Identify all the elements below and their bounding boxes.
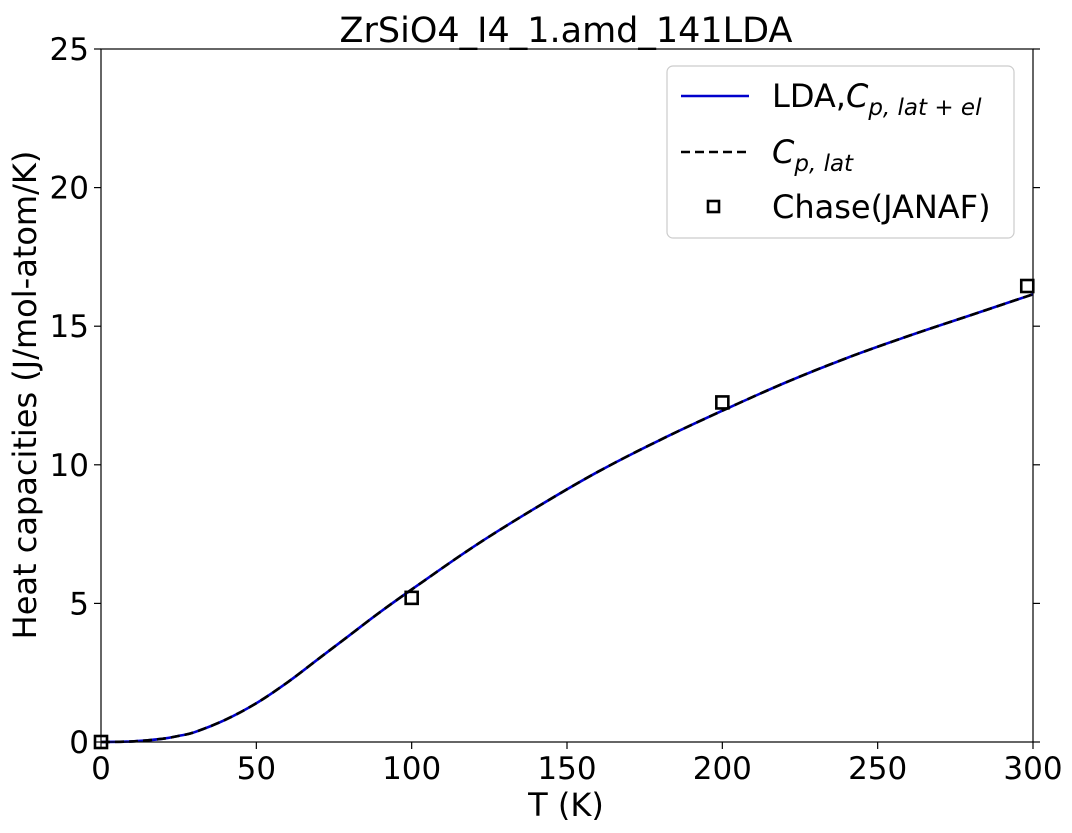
data-point-chase xyxy=(715,395,730,410)
x-tick-label: 250 xyxy=(848,751,907,787)
x-tick-label: 50 xyxy=(237,751,276,787)
chart-title: ZrSiO4_I4_1.amd_141LDA xyxy=(340,11,793,51)
data-point-chase xyxy=(1019,278,1035,294)
x-tick-label: 150 xyxy=(537,751,596,787)
legend-box xyxy=(666,65,1015,239)
data-point-chase xyxy=(404,590,419,606)
x-tick-label: 300 xyxy=(1003,751,1062,787)
legend-swatch-chase xyxy=(706,199,721,214)
legend: LDA,Cp, lat + el Cp, lat Chase(JANAF) xyxy=(666,65,1015,239)
y-tick-label: 20 xyxy=(50,171,89,207)
x-tick-label: 0 xyxy=(91,751,111,787)
ticks-layer: 0 50 100 150 200 250 300 0 5 10 15 20 25 xyxy=(50,32,1063,787)
legend-label-lattice: Cp, lat xyxy=(772,133,854,177)
series-line-lda xyxy=(100,293,1034,744)
plot-frame xyxy=(100,48,1034,743)
x-axis-title: T (K) xyxy=(527,786,604,824)
y-tick-label: 15 xyxy=(50,309,89,345)
y-axis-title: Heat capacities (J/mol-atom/K) xyxy=(6,151,44,640)
series-line-lattice xyxy=(100,293,1034,744)
y-tick-label: 25 xyxy=(50,32,89,68)
legend-label-chase: Chase(JANAF) xyxy=(772,188,991,226)
y-tick-label: 0 xyxy=(69,725,89,761)
y-tick-label: 10 xyxy=(50,448,89,484)
legend-label-lda: LDA,Cp, lat + el xyxy=(772,77,982,121)
x-tick-label: 200 xyxy=(693,751,752,787)
series-layer xyxy=(93,278,1035,750)
y-tick-label: 5 xyxy=(69,586,89,622)
x-tick-label: 100 xyxy=(382,751,441,787)
